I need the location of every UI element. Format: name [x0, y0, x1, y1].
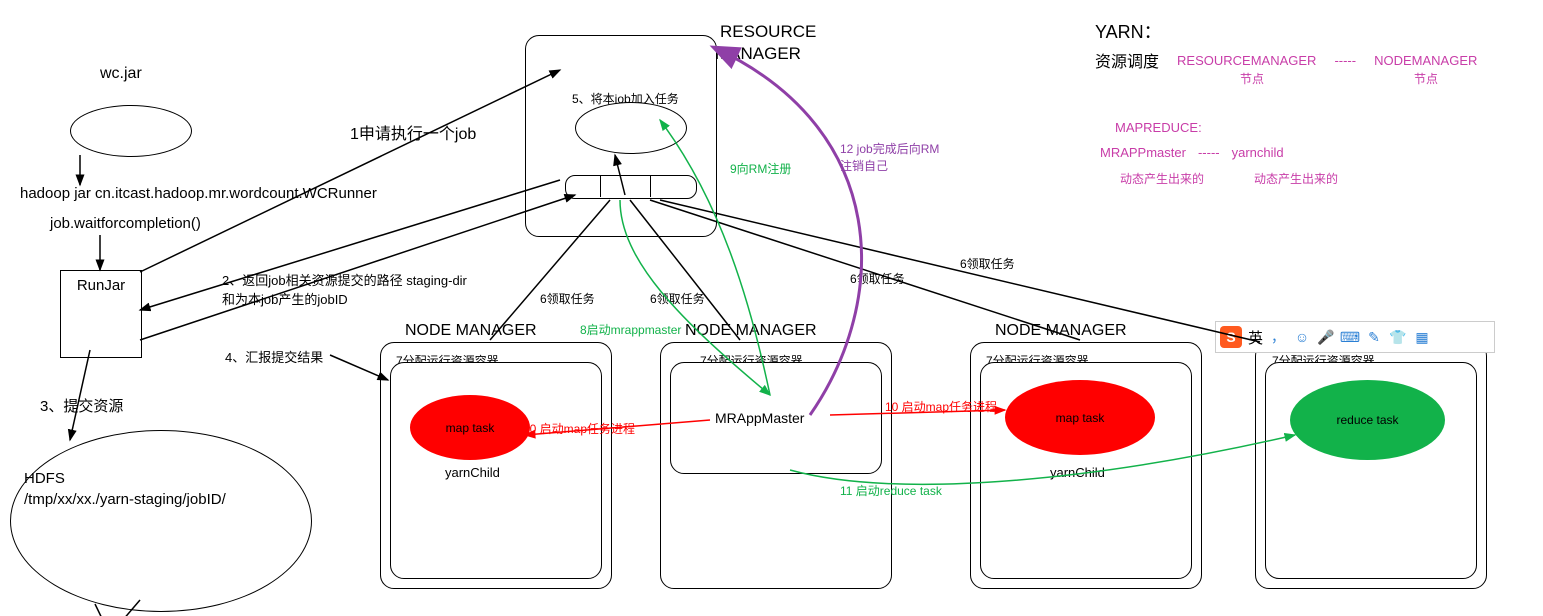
rm-slot-div1 [600, 175, 601, 197]
hdfs-text: HDFS /tmp/xx/xx./yarn-staging/jobID/ [24, 470, 226, 508]
ime-handwrite-icon[interactable]: ✎ [1365, 328, 1383, 346]
sogou-logo-icon: S [1220, 326, 1242, 348]
runjar-box: RunJar [60, 270, 142, 358]
mapreduce-title: MAPREDUCE: [1115, 120, 1202, 135]
step12-label: 12 job完成后向RM 注销自己 [840, 140, 939, 174]
nm3-title: NODE MANAGER [995, 322, 1127, 340]
ime-punct-icon[interactable]: ， [1269, 328, 1287, 346]
ime-toolbox-icon[interactable]: ▦ [1413, 328, 1431, 346]
ime-keyboard-icon[interactable]: ⌨ [1341, 328, 1359, 346]
wcjar-label: wc.jar [100, 65, 142, 83]
rm-queue-ellipse [575, 102, 687, 154]
rm-slot-div2 [650, 175, 651, 197]
nm4-reduce-task: reduce task [1290, 380, 1445, 460]
nm2-title: NODE MANAGER [685, 322, 817, 340]
hadoop-cmd: hadoop jar cn.itcast.hadoop.mr.wordcount… [20, 185, 377, 202]
step6-label-d: 6领取任务 [960, 255, 1015, 272]
ime-voice-icon[interactable]: 🎤 [1317, 328, 1335, 346]
step4-label: 4、汇报提交结果 [225, 347, 323, 366]
ime-skin-icon[interactable]: 👕 [1389, 328, 1407, 346]
ime-toolbar[interactable]: S 英 ， ☺ 🎤 ⌨ ✎ 👕 ▦ [1215, 321, 1495, 353]
yarn-sched-row: 资源调度 RESOURCEMANAGER ----- NODEMANAGER [1095, 48, 1477, 72]
step11-label: 11 启动reduce task [840, 482, 942, 499]
nm3-yarnchild: yarnChild [1050, 465, 1105, 480]
nm3-map-task: map task [1005, 380, 1155, 455]
rm-title-2: MANAGER [715, 44, 801, 64]
nm2-mrappmaster: MRAppMaster [715, 410, 804, 426]
rm-slot-rect [565, 175, 697, 199]
ime-emoji-icon[interactable]: ☺ [1293, 328, 1311, 346]
rm-title-1: RESOURCE [720, 22, 816, 42]
wcjar-ellipse [70, 105, 192, 157]
dyn-row: 动态产生出来的 动态产生出来的 [1120, 170, 1338, 187]
mrapp-row: MRAPPmaster ----- yarnchild [1100, 145, 1284, 160]
step6-label-b: 6领取任务 [650, 290, 705, 307]
yarn-node-cn-row: 节点 节点 [1240, 70, 1438, 87]
nm1-title: NODE MANAGER [405, 322, 537, 340]
job-wait: job.waitforcompletion() [50, 215, 201, 232]
nm1-yarnchild: yarnChild [445, 465, 500, 480]
step10-label-a: 10 启动map任务进程 [523, 420, 635, 437]
step9-label: 9向RM注册 [730, 160, 791, 177]
hdfs-bubble [10, 430, 312, 612]
step6-label-c: 6领取任务 [850, 270, 905, 287]
step3-label: 3、提交资源 [40, 395, 123, 416]
step1-label: 1申请执行一个job [350, 120, 476, 144]
step10-label-b: 10 启动map任务进程 [885, 398, 997, 415]
runjar-label: RunJar [77, 277, 125, 294]
step2-label: 2、返回job相关资源提交的路径 staging-dir 和为本job产生的jo… [222, 270, 467, 308]
ime-lang-indicator[interactable]: 英 [1248, 327, 1263, 348]
step8-label: 8启动mrappmaster [580, 321, 681, 338]
nm1-map-task: map task [410, 395, 530, 460]
step6-label-a: 6领取任务 [540, 290, 595, 307]
yarn-title: YARN： [1095, 18, 1162, 44]
